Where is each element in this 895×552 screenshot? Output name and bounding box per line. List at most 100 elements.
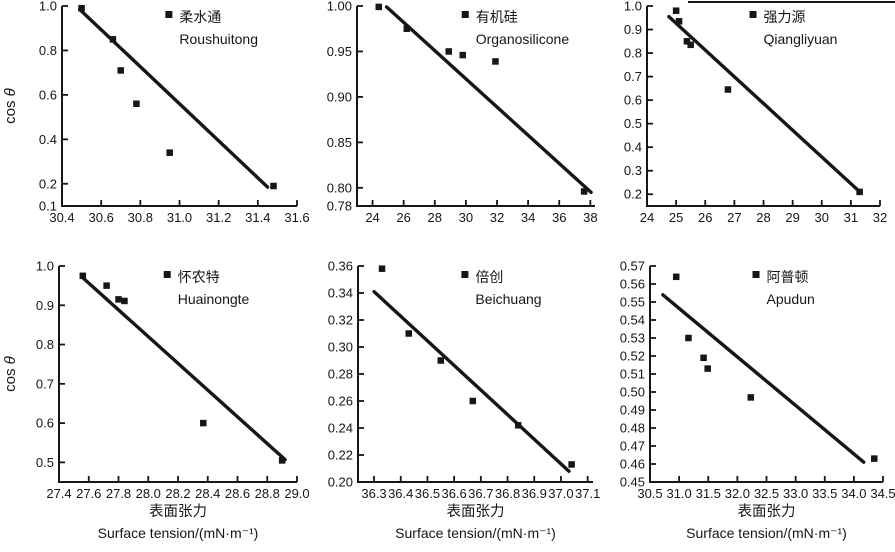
x-tick-label: 32.5: [754, 486, 779, 501]
legend-label-en: Apudun: [767, 291, 815, 307]
data-point: [117, 67, 124, 74]
y-tick-label: 0.36: [328, 259, 353, 274]
legend-label-cn: 强力源: [764, 9, 806, 25]
data-point: [437, 357, 445, 364]
y-tick-label: 0.90: [327, 89, 352, 104]
y-tick-label: 0.4: [39, 132, 57, 147]
y-tick-label: 0.32: [328, 313, 353, 328]
data-point: [580, 188, 588, 195]
y-tick-label: 1.0: [36, 259, 54, 274]
y-tick-label: 0.6: [39, 87, 57, 102]
legend-label-en: Organosilicone: [476, 31, 570, 47]
data-point: [278, 457, 286, 464]
y-tick-label: 0.20: [328, 475, 353, 490]
x-tick-label: 31.5: [696, 486, 721, 501]
y-tick-label: 0.53: [620, 331, 645, 346]
x-tick-label: 30: [815, 210, 829, 225]
data-point: [459, 51, 467, 59]
chart-panel-qiangliyuan: 24 25 26 27 28 29 30 31 32 0.2 0.3 0.4 0.5 0.6 0.7 0.8 0…: [600, 0, 895, 232]
chart-svg-huainongte: 27.4 27.6 27.8 28.0 28.2 28.4 28.6 28.8 29.0 0.5 0…: [2, 259, 310, 542]
x-tick-label: 32.0: [725, 486, 750, 501]
x-tick-label: 26: [396, 210, 410, 225]
x-tick-label: 28: [428, 210, 442, 225]
data-point: [675, 18, 683, 25]
y-axis-label: cos θ: [2, 88, 19, 124]
data-point: [685, 334, 692, 342]
legend-label-en: Huainongte: [178, 291, 250, 307]
y-tick-label: 0.47: [620, 439, 645, 454]
y-tick-label: 1.00: [327, 0, 352, 14]
y-tick-label: 0.24: [328, 421, 353, 436]
x-tick-label: 31.2: [206, 210, 231, 225]
x-axis-label-en: Surface tension/(mN·m⁻¹): [686, 525, 847, 541]
data-point: [79, 272, 87, 280]
x-tick-label: 27.4: [46, 486, 71, 501]
x-axis-label-cn: 表面张力: [447, 503, 505, 520]
x-axis-label-cn: 表面张力: [149, 503, 207, 520]
chart-panel-roushuitong: 30.4 30.6 30.8 31.0 31.2 31.4 31.6 0.1 0.2 0.4 0.6…: [0, 0, 310, 232]
legend-label-cn: 柔水通: [179, 9, 221, 25]
x-tick-label: 33.0: [783, 486, 808, 501]
x-tick-label: 32: [490, 210, 504, 225]
y-tick-label: 0.22: [328, 448, 353, 463]
x-tick-label: 34.0: [841, 486, 866, 501]
trend-line: [384, 5, 593, 195]
y-tick-label: 0.4: [624, 140, 642, 155]
chart-svg-qiangliyuan: 24 25 26 27 28 29 30 31 32 0.2 0.3 0.4 0.5 0.6 0.7 0.8 0…: [624, 0, 887, 225]
data-point: [672, 273, 680, 281]
y-axis-label: cos θ: [2, 356, 19, 392]
y-tick-label: 0.6: [624, 93, 642, 108]
y-tick-label: 0.54: [620, 313, 645, 328]
x-tick-label: 27.6: [76, 486, 101, 501]
y-tick-label: 0.57: [620, 259, 645, 274]
trend-line: [667, 14, 863, 195]
data-point: [121, 297, 128, 305]
data-point: [700, 354, 707, 362]
x-tick-label: 28.6: [225, 486, 250, 501]
x-tick-label: 36.8: [495, 486, 520, 501]
y-tick-label: 0.7: [624, 69, 642, 84]
legend-label-cn: 有机硅: [476, 9, 518, 25]
x-tick-label: 24: [640, 210, 654, 225]
x-tick-label: 28.2: [165, 486, 190, 501]
x-tick-label: 36: [552, 210, 566, 225]
trend-line: [372, 289, 571, 473]
x-tick-label: 34.5: [870, 486, 895, 501]
data-point: [445, 48, 453, 55]
chart-panel-beichuang: 36.3 36.4 36.5 36.6 36.7 36.8 36.9 37.0 37.1 0.20…: [300, 252, 601, 552]
x-tick-label: 34: [521, 210, 535, 225]
y-tick-label: 0.8: [39, 43, 57, 58]
data-point: [704, 365, 711, 372]
data-point: [405, 330, 412, 337]
y-tick-label: 0.48: [620, 421, 645, 436]
data-point: [78, 4, 85, 12]
x-axis-label-cn: 表面张力: [738, 503, 796, 520]
y-tick-label: 0.26: [328, 394, 353, 409]
data-point: [871, 455, 878, 462]
data-point: [166, 149, 173, 156]
y-tick-label: 0.6: [36, 416, 54, 431]
x-tick-label: 30: [459, 210, 473, 225]
y-tick-label: 0.8: [36, 337, 54, 352]
data-point: [747, 394, 755, 401]
x-tick-label: 33.5: [812, 486, 837, 501]
y-tick-label: 0.56: [620, 277, 645, 292]
x-tick-label: 28.0: [136, 486, 161, 501]
data-point: [200, 419, 207, 427]
x-axis-label-en: Surface tension/(mN·m⁻¹): [395, 525, 556, 541]
data-point: [683, 38, 691, 45]
legend-label-en: Beichuang: [475, 291, 541, 307]
y-tick-label: 0.50: [620, 385, 645, 400]
x-tick-label: 30.5: [637, 486, 662, 501]
legend-marker-icon: [165, 11, 173, 18]
data-point: [514, 422, 522, 429]
chart-svg-beichuang: 36.3 36.4 36.5 36.6 36.7 36.8 36.9 37.0 37.1 0.20…: [328, 259, 601, 542]
data-point: [856, 188, 863, 196]
y-tick-label: 0.52: [620, 349, 645, 364]
chart-panel-organosilicone: 24 26 28 30 32 34 36 38 0.78 0.80 0.85 0.90 0.95 1.00…: [300, 0, 600, 232]
y-tick-label: 0.1: [39, 199, 57, 214]
legend-label-cn: 阿普顿: [767, 269, 809, 285]
data-point: [375, 3, 383, 11]
x-tick-label: 31.0: [666, 486, 691, 501]
top-border-line: [688, 1, 895, 3]
